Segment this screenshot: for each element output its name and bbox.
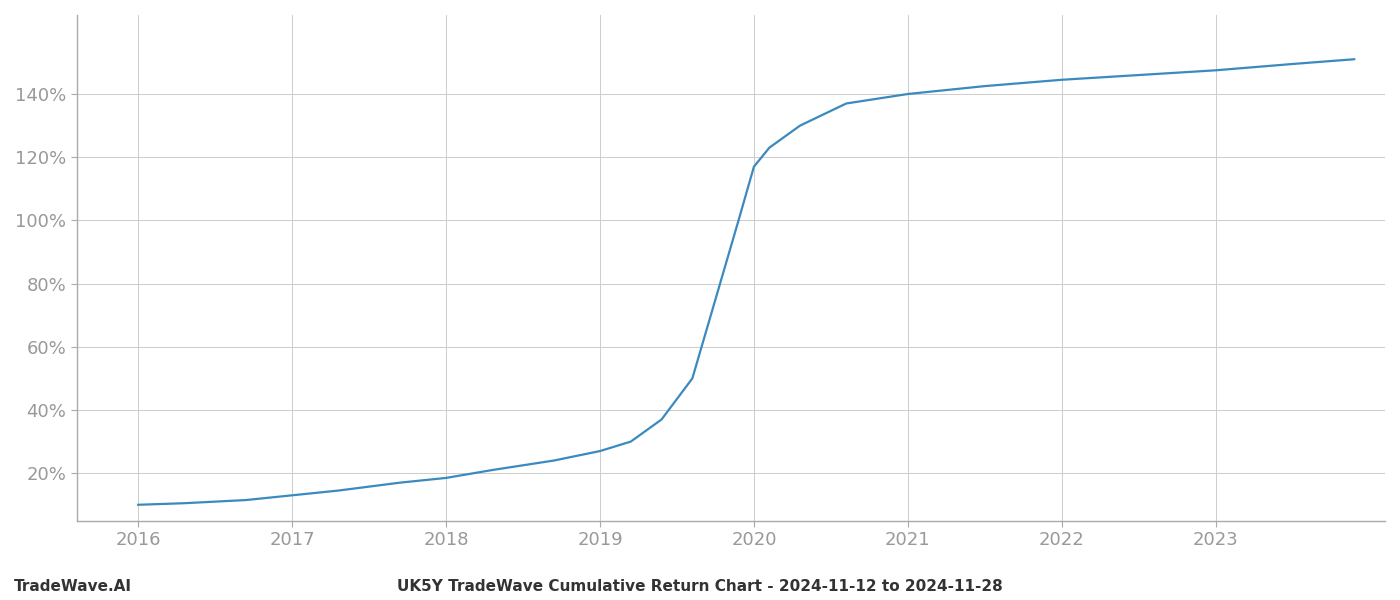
Text: TradeWave.AI: TradeWave.AI bbox=[14, 579, 132, 594]
Text: UK5Y TradeWave Cumulative Return Chart - 2024-11-12 to 2024-11-28: UK5Y TradeWave Cumulative Return Chart -… bbox=[398, 579, 1002, 594]
